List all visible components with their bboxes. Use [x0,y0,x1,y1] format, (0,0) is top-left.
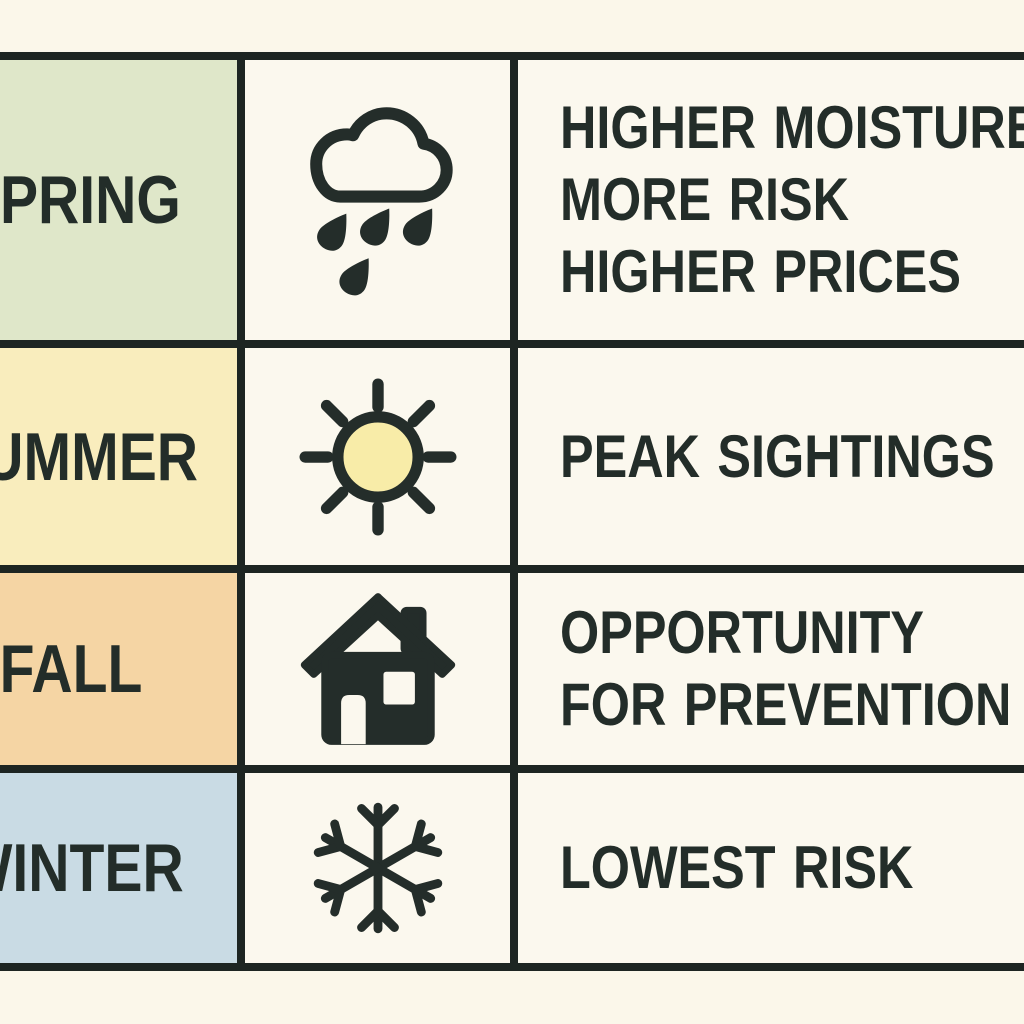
snowflake-icon [302,792,454,944]
seasons-table: SPRING HIGH [0,52,1024,971]
table-row-spring: SPRING HIGH [0,60,1024,340]
column-divider [237,348,245,565]
table-row-winter: WINTER [0,765,1024,963]
description-line: HIGHER PRICES [560,238,962,305]
description-line: PEAK SIGHTINGS [560,422,995,490]
season-label: WINTER [0,830,184,906]
column-divider [510,573,518,765]
description-line: LOWEST RISK [560,834,914,901]
description-line: FOR PREVENTION [560,671,1012,738]
icon-cell-winter [245,773,510,963]
season-label: SUMMER [0,418,198,495]
season-label: SPRING [0,162,181,238]
column-divider [237,573,245,765]
season-label: FALL [0,631,143,707]
season-cell-spring: SPRING [0,60,237,340]
rain-cloud-icon [292,97,464,303]
description-line: MORE RISK [560,166,849,233]
description-cell-fall: OPPORTUNITY FOR PREVENTION [518,573,1024,765]
table-row-fall: FALL OPPORTUN [0,565,1024,765]
season-cell-summer: SUMMER [0,348,237,565]
column-divider [237,773,245,963]
description-line: OPPORTUNITY [560,599,925,666]
description-line: HIGHER MOISTURE [560,94,1024,161]
column-divider [237,60,245,340]
icon-cell-fall [245,573,510,765]
icon-cell-summer [245,348,510,565]
house-icon [296,587,460,751]
sun-icon [287,366,469,548]
description-cell-spring: HIGHER MOISTURE MORE RISK HIGHER PRICES [518,60,1024,340]
column-divider [510,348,518,565]
icon-cell-spring [245,60,510,340]
season-cell-fall: FALL [0,573,237,765]
column-divider [510,60,518,340]
description-cell-winter: LOWEST RISK [518,773,1024,963]
description-cell-summer: PEAK SIGHTINGS [518,348,1024,565]
table-row-summer: SUMMER [0,340,1024,565]
season-cell-winter: WINTER [0,773,237,963]
column-divider [510,773,518,963]
